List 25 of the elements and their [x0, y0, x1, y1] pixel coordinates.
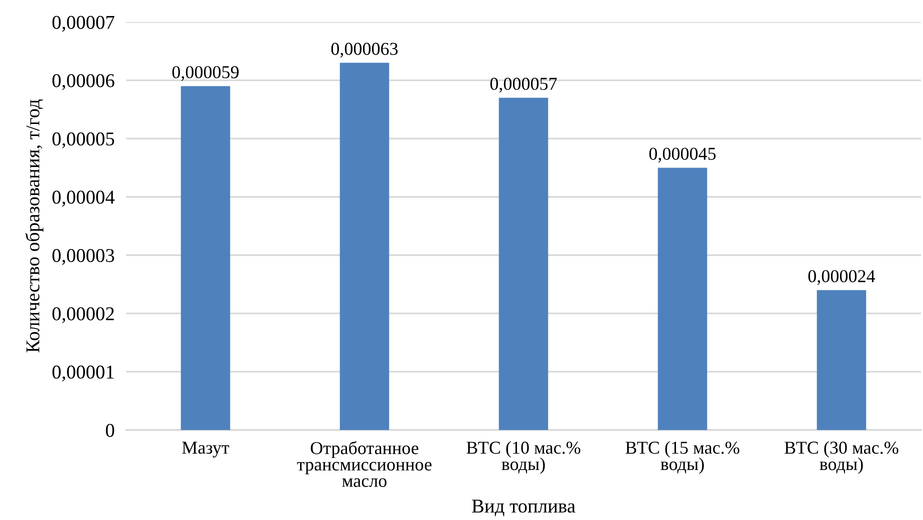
y-tick-label: 0,00003 [52, 248, 114, 265]
y-tick-label: 0,00007 [52, 16, 114, 32]
y-axis-title: Количество образования, т/год [25, 99, 44, 352]
bar [658, 168, 708, 430]
bar [498, 98, 548, 430]
x-axis-title: Вид топлива [472, 500, 576, 516]
data-label: 0,000059 [172, 66, 239, 81]
y-tick-label: 0,00001 [52, 366, 114, 382]
data-label: 0,000045 [649, 148, 716, 162]
data-label: 0,000024 [808, 270, 876, 285]
bar [180, 86, 230, 430]
y-tick-label: 0,00005 [52, 132, 114, 148]
data-label: 0,000063 [331, 42, 398, 58]
x-tick-label: Отработанное трансмиссионное масло [297, 441, 432, 487]
y-tick-label: 0 [106, 424, 114, 437]
data-label: 0,000057 [490, 78, 557, 93]
bar [340, 62, 390, 430]
bar [816, 290, 866, 430]
x-tick-label: ВТС (15 мас.% воды) [626, 441, 740, 474]
x-tick-label: ВТС (30 мас.% воды) [784, 441, 898, 474]
y-tick-label: 0,00006 [52, 74, 114, 90]
y-tick-label: 0,00002 [52, 307, 114, 324]
x-tick-label: ВТС (10 мас.% воды) [466, 441, 580, 474]
x-tick-label: Мазут [182, 442, 230, 458]
y-tick-label: 0,00004 [52, 190, 115, 207]
